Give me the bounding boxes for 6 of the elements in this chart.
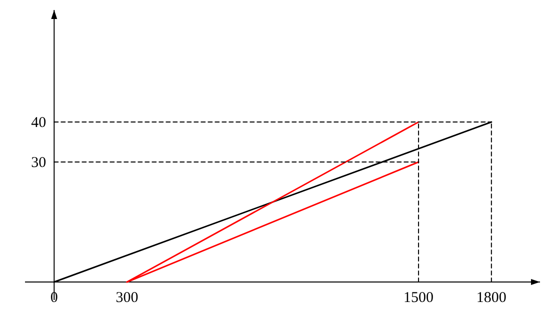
x-tick-label: 0 [50, 290, 58, 306]
y-tick-label: 30 [31, 155, 46, 171]
x-tick-label: 1800 [476, 290, 506, 306]
x-tick-label: 1500 [404, 290, 434, 306]
y-tick-label: 40 [31, 115, 46, 131]
x-tick-label: 300 [116, 290, 138, 306]
